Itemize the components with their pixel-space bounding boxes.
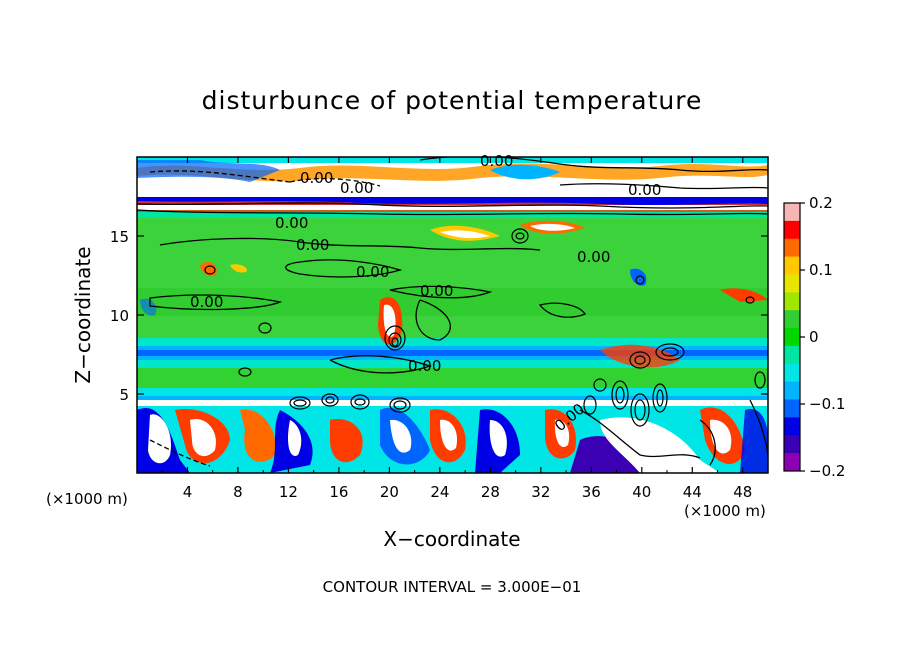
x-unit-left: (×1000 m) xyxy=(46,490,128,508)
y-tick-label: 10 xyxy=(110,307,129,325)
x-tick-label: 28 xyxy=(481,483,500,501)
y-axis: 5 10 15 xyxy=(110,228,768,404)
colorbar-swatch xyxy=(784,203,800,222)
x-axis: 4 8 12 16 20 24 28 32 36 40 44 48 xyxy=(161,157,752,501)
colorbar-swatch xyxy=(784,310,800,329)
colorbar-swatch xyxy=(784,453,800,472)
colorbar-swatch xyxy=(784,345,800,365)
x-tick-label: 4 xyxy=(183,483,193,501)
contour-label: 0.00 xyxy=(300,169,333,187)
colorbar-swatch xyxy=(784,238,800,258)
x-tick-label: 16 xyxy=(329,483,348,501)
x-tick-label: 12 xyxy=(279,483,298,501)
colorbar-tick-label: −0.2 xyxy=(809,462,845,480)
colorbar-ticks: 0.2 0.1 0 −0.1 −0.2 xyxy=(800,194,845,480)
contour-interval-note: CONTOUR INTERVAL = 3.000E−01 xyxy=(322,578,582,596)
x-tick-label: 48 xyxy=(733,483,752,501)
contour-label: 0.00 xyxy=(340,179,373,197)
y-axis-label: Z−coordinate xyxy=(71,246,95,384)
contour-label: 0.00 xyxy=(296,236,329,254)
x-tick-label: 32 xyxy=(531,483,550,501)
contour-label: 0.00 xyxy=(577,248,610,266)
contour-label: 0.00 xyxy=(420,282,453,300)
colorbar-swatch xyxy=(784,256,800,275)
colorbar-tick-label: 0.2 xyxy=(809,194,833,212)
contour-label: 0.00 xyxy=(275,214,308,232)
colorbar-swatch xyxy=(784,274,800,293)
x-tick-label: 36 xyxy=(582,483,601,501)
heatmap-field xyxy=(137,157,768,473)
colorbar-swatch xyxy=(784,417,800,436)
contour-label: 0.00 xyxy=(408,357,441,375)
x-unit-right: (×1000 m) xyxy=(684,502,766,520)
colorbar-tick-label: 0.1 xyxy=(809,261,833,279)
contour-lines xyxy=(137,157,768,467)
colorbar-tick-label: −0.1 xyxy=(809,395,845,413)
x-tick-label: 40 xyxy=(632,483,651,501)
colorbar-swatch xyxy=(784,381,800,401)
colorbar-swatch xyxy=(784,435,800,454)
colorbar-swatch xyxy=(784,363,800,383)
contour-label: 0.00 xyxy=(190,293,223,311)
contour-clusters xyxy=(204,228,766,427)
colorbar-swatch xyxy=(784,292,800,311)
colorbar-tick-label: 0 xyxy=(809,328,819,346)
x-tick-label: 24 xyxy=(430,483,449,501)
colorbar-swatch xyxy=(784,220,800,240)
colorbar xyxy=(783,202,801,472)
y-tick-label: 15 xyxy=(110,228,129,246)
x-tick-label: 8 xyxy=(233,483,243,501)
contour-label: 0.00 xyxy=(628,181,661,199)
colorbar-swatch xyxy=(784,328,800,347)
chart-title: disturbunce of potential temperature xyxy=(201,86,703,115)
y-tick-label: 5 xyxy=(119,386,129,404)
x-axis-label: X−coordinate xyxy=(383,527,521,551)
x-tick-label: 20 xyxy=(380,483,399,501)
colorbar-swatch xyxy=(784,399,800,418)
contour-label: 0.00 xyxy=(356,263,389,281)
x-tick-label: 44 xyxy=(683,483,702,501)
contour-label: 0.00 xyxy=(480,152,513,170)
